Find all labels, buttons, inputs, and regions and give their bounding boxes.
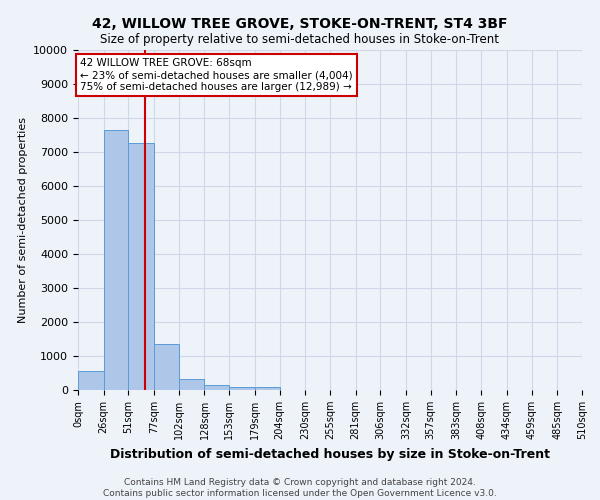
X-axis label: Distribution of semi-detached houses by size in Stoke-on-Trent: Distribution of semi-detached houses by … xyxy=(110,448,550,460)
Bar xyxy=(78,371,104,390)
Bar xyxy=(205,384,229,390)
Bar xyxy=(104,130,128,390)
Text: Contains HM Land Registry data © Crown copyright and database right 2024.
Contai: Contains HM Land Registry data © Crown c… xyxy=(103,478,497,498)
Y-axis label: Number of semi-detached properties: Number of semi-detached properties xyxy=(18,117,28,323)
Text: 42 WILLOW TREE GROVE: 68sqm
← 23% of semi-detached houses are smaller (4,004)
75: 42 WILLOW TREE GROVE: 68sqm ← 23% of sem… xyxy=(80,58,353,92)
Bar xyxy=(229,386,255,390)
Bar xyxy=(154,344,179,390)
Text: Size of property relative to semi-detached houses in Stoke-on-Trent: Size of property relative to semi-detach… xyxy=(101,32,499,46)
Bar xyxy=(179,380,205,390)
Text: 42, WILLOW TREE GROVE, STOKE-ON-TRENT, ST4 3BF: 42, WILLOW TREE GROVE, STOKE-ON-TRENT, S… xyxy=(92,18,508,32)
Bar xyxy=(128,144,154,390)
Bar xyxy=(255,388,280,390)
